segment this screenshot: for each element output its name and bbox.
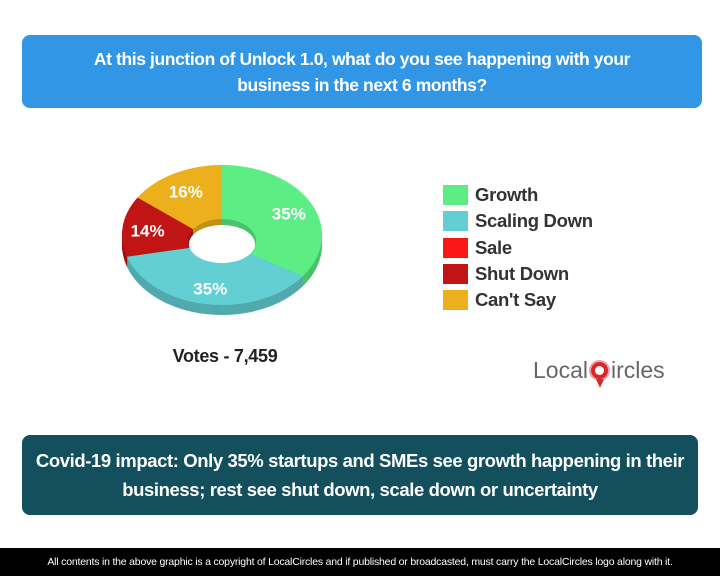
- logo-text-right: ircles: [610, 357, 665, 383]
- legend-item: Scaling Down: [443, 208, 593, 234]
- legend-label: Can't Say: [475, 289, 556, 311]
- data-label: 35%: [193, 279, 227, 298]
- location-pin-icon: [588, 360, 610, 388]
- data-label: 35%: [272, 204, 306, 223]
- slice-growth: [222, 165, 322, 277]
- legend-label: Scaling Down: [475, 210, 593, 232]
- data-label: 16%: [169, 182, 203, 201]
- logo-text-left: Local: [533, 357, 588, 383]
- legend: Growth Scaling Down Sale Shut Down Can't Say: [443, 182, 593, 313]
- slice-scaling-down: [126, 247, 303, 305]
- legend-swatch: [443, 264, 468, 285]
- donut-hole: [189, 225, 255, 263]
- headline-text: Covid-19 impact: Only 35% startups and S…: [35, 450, 685, 500]
- legend-label: Sale: [475, 236, 512, 258]
- donut-chart: 35% 35% 14% 16%: [122, 165, 322, 315]
- legend-item: Growth: [443, 182, 593, 208]
- legend-swatch: [443, 237, 468, 258]
- legend-swatch: [443, 185, 468, 206]
- question-text: At this junction of Unlock 1.0, what do …: [93, 48, 631, 95]
- slice-shut-down: [122, 197, 194, 257]
- legend-label: Growth: [475, 184, 538, 206]
- legend-swatch: [443, 290, 468, 311]
- votes-count: Votes - 7,459: [172, 346, 278, 366]
- data-label: 14%: [131, 221, 165, 240]
- question-banner: At this junction of Unlock 1.0, what do …: [22, 35, 702, 108]
- copyright-footer: All contents in the above graphic is a c…: [0, 548, 720, 576]
- legend-swatch: [443, 211, 468, 232]
- legend-item: Can't Say: [443, 287, 593, 313]
- localcircles-logo: Local ircles: [533, 357, 665, 388]
- slice-can-t-say: [137, 165, 222, 230]
- legend-item: Sale: [443, 235, 593, 261]
- headline-banner: Covid-19 impact: Only 35% startups and S…: [22, 435, 698, 515]
- legend-label: Shut Down: [475, 263, 569, 285]
- legend-item: Shut Down: [443, 261, 593, 287]
